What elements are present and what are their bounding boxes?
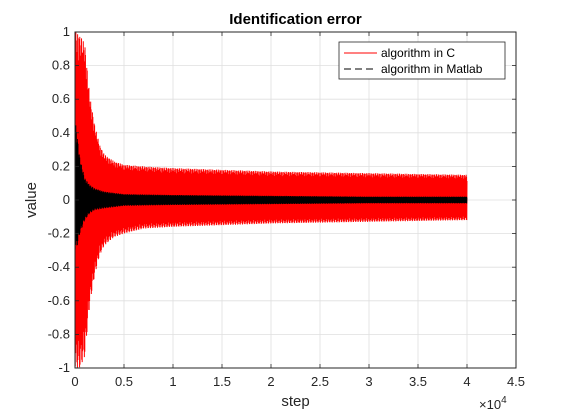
- y-tick-label: -1: [58, 360, 70, 375]
- x-tick-label: 0.5: [115, 374, 133, 389]
- chart-title: Identification error: [229, 11, 362, 28]
- x-tick-label: 1.5: [213, 374, 231, 389]
- legend-label-algorithm-in-c: algorithm in C: [381, 46, 455, 60]
- x-tick-label: 0: [71, 374, 78, 389]
- y-tick-label: 0.8: [52, 58, 70, 73]
- x-axis-exponent-power: 4: [501, 395, 507, 406]
- series-layer: [74, 32, 468, 368]
- legend-label-algorithm-in-matlab: algorithm in Matlab: [381, 62, 483, 76]
- x-tick-label: 2: [267, 374, 274, 389]
- y-tick-label: -0.8: [48, 326, 70, 341]
- x-axis-exponent: ×104: [479, 395, 507, 412]
- x-tick-label: 2.5: [311, 374, 329, 389]
- x-axis-exponent-base: ×10: [479, 397, 501, 412]
- y-tick-label: -0.6: [48, 293, 70, 308]
- x-tick-label: 4.5: [507, 374, 525, 389]
- axis-ticks: 0 0.5 1 1.5 2 2.5 3 3.5 4 4.5 -1 -0.8 -0.6 -0.4 -0.2 0 0…: [48, 24, 525, 389]
- y-tick-label: -0.2: [48, 226, 70, 241]
- series-line-algorithm-in-matlab: [74, 125, 468, 250]
- series-line-algorithm-in-c: [74, 32, 468, 368]
- y-tick-label: 0.4: [52, 125, 70, 140]
- legend-box: [338, 41, 506, 80]
- x-tick-label: 4: [463, 374, 470, 389]
- x-axis-label: step: [281, 393, 309, 410]
- x-tick-label: 1: [169, 374, 176, 389]
- x-tick-label: 3: [365, 374, 372, 389]
- x-tick-label: 3.5: [409, 374, 427, 389]
- y-tick-label: -0.4: [48, 259, 70, 274]
- y-tick-label: 1: [63, 24, 70, 39]
- y-tick-label: 0: [63, 192, 70, 207]
- y-axis-label: value: [23, 182, 40, 218]
- y-tick-label: 0.6: [52, 91, 70, 106]
- y-tick-label: 0.2: [52, 158, 70, 173]
- legend: algorithm in C algorithm in Matlab: [338, 41, 506, 80]
